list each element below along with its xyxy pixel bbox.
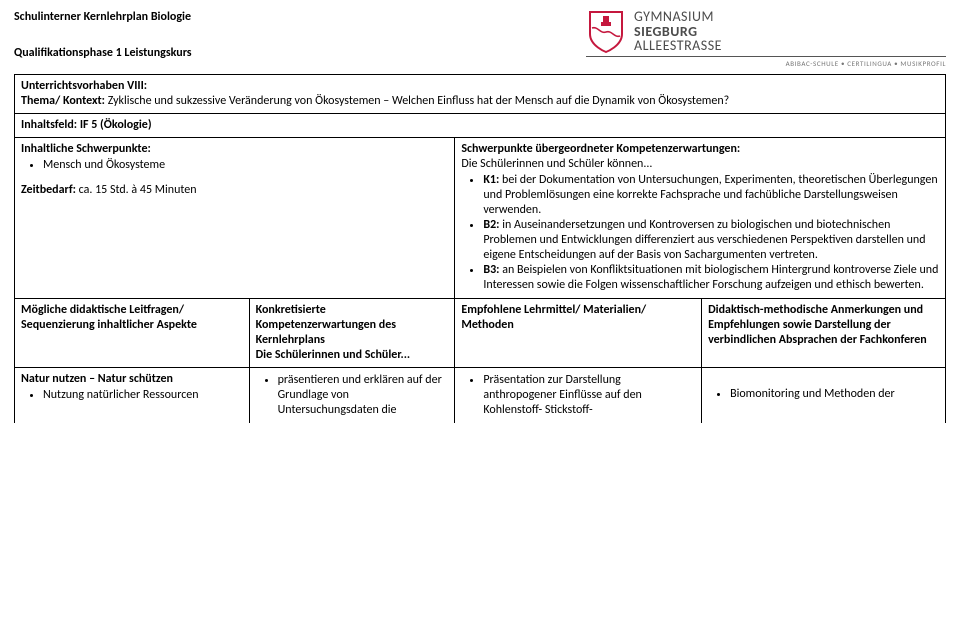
topic-context-label: Thema/ Kontext: bbox=[21, 94, 105, 108]
header-left: Schulinterner Kernlehrplan Biologie Qual… bbox=[14, 10, 192, 60]
topic-context-text: Zyklische und sukzessive Veränderung von… bbox=[105, 94, 729, 108]
time-value: ca. 15 Std. à 45 Minuten bbox=[76, 183, 197, 197]
cell-a1: Natur nutzen – Natur schützen Nutzung na… bbox=[15, 368, 250, 424]
header-col-b-l2: Die Schülerinnen und Schüler... bbox=[256, 348, 411, 362]
school-crest-icon bbox=[586, 10, 626, 54]
header-col-b-l1: Konkretisierte Kompetenzerwartungen des … bbox=[256, 303, 396, 347]
right-intro: Die Schülerinnen und Schüler können... bbox=[461, 157, 939, 172]
b3-text: an Beispielen von Konfliktsituationen mi… bbox=[483, 263, 938, 292]
list-item: Mensch und Ökosysteme bbox=[43, 158, 448, 173]
k1-text: bei der Dokumentation von Untersuchungen… bbox=[483, 173, 937, 217]
list-item: Nutzung natürlicher Ressourcen bbox=[43, 388, 243, 403]
row-content-1: Natur nutzen – Natur schützen Nutzung na… bbox=[15, 368, 946, 424]
right-heading: Schwerpunkte übergeordneter Kompetenzerw… bbox=[461, 142, 939, 157]
list-item: Präsentation zur Darstellung anthropogen… bbox=[483, 373, 695, 418]
inhaltsfeld-label: Inhaltsfeld: IF 5 (Ökologie) bbox=[21, 118, 152, 132]
b2-text: in Auseinandersetzungen und Kontroversen… bbox=[483, 218, 925, 262]
logo-divider bbox=[586, 56, 946, 57]
header-col-b: Konkretisierte Kompetenzerwartungen des … bbox=[249, 299, 455, 368]
header-col-a: Mögliche didaktische Leitfragen/ Sequenz… bbox=[15, 299, 250, 368]
list-item: B2: in Auseinandersetzungen und Kontrove… bbox=[483, 218, 939, 263]
header-col-c: Empfohlene Lehrmittel/ Materialien/ Meth… bbox=[455, 299, 702, 368]
cell-d1: Biomonitoring und Methoden der bbox=[702, 368, 946, 424]
list-item: Biomonitoring und Methoden der bbox=[730, 387, 939, 402]
cell-c1: Präsentation zur Darstellung anthropogen… bbox=[455, 368, 702, 424]
time-label: Zeitbedarf: bbox=[21, 183, 76, 197]
school-tagline: ABIBAC-SCHULE • CERTILINGUA • MUSIKPROFI… bbox=[586, 59, 946, 68]
topic-label: Unterrichtsvorhaben VIII: bbox=[21, 79, 939, 94]
b2-label: B2: bbox=[483, 218, 499, 232]
list-item: K1: bei der Dokumentation von Untersuchu… bbox=[483, 173, 939, 218]
page-header: Schulinterner Kernlehrplan Biologie Qual… bbox=[14, 10, 946, 68]
b1-bullets: präsentieren und erklären auf der Grundl… bbox=[256, 373, 449, 418]
doc-subtitle: Qualifikationsphase 1 Leistungskurs bbox=[14, 46, 192, 60]
cell-b1: präsentieren und erklären auf der Grundl… bbox=[249, 368, 455, 424]
left-focus-cell: Inhaltliche Schwerpunkte: Mensch und Öko… bbox=[15, 138, 455, 299]
c1-bullets: Präsentation zur Darstellung anthropogen… bbox=[461, 373, 695, 418]
competence-bullets: K1: bei der Dokumentation von Untersuchu… bbox=[461, 173, 939, 293]
a1-bullets: Nutzung natürlicher Ressourcen bbox=[21, 388, 243, 403]
k1-label: K1: bbox=[483, 173, 499, 187]
row-inhaltsfeld: Inhaltsfeld: IF 5 (Ökologie) bbox=[15, 114, 946, 138]
a1-heading: Natur nutzen – Natur schützen bbox=[21, 372, 243, 387]
school-line3: ALLEESTRASSE bbox=[634, 39, 722, 54]
list-item: präsentieren und erklären auf der Grundl… bbox=[278, 373, 449, 418]
school-logo-block: GYMNASIUM SIEGBURG ALLEESTRASSE ABIBAC-S… bbox=[586, 10, 946, 68]
school-name: GYMNASIUM SIEGBURG ALLEESTRASSE bbox=[634, 10, 722, 54]
left-heading: Inhaltliche Schwerpunkte: bbox=[21, 142, 448, 157]
row-focus: Inhaltliche Schwerpunkte: Mensch und Öko… bbox=[15, 138, 946, 299]
row-column-headers: Mögliche didaktische Leitfragen/ Sequenz… bbox=[15, 299, 946, 368]
doc-title: Schulinterner Kernlehrplan Biologie bbox=[14, 10, 192, 24]
curriculum-table: Unterrichtsvorhaben VIII: Thema/ Kontext… bbox=[14, 74, 946, 423]
header-col-d: Didaktisch-methodische Anmerkungen und E… bbox=[702, 299, 946, 368]
right-focus-cell: Schwerpunkte übergeordneter Kompetenzerw… bbox=[455, 138, 946, 299]
list-item: B3: an Beispielen von Konfliktsituatione… bbox=[483, 263, 939, 293]
b3-label: B3: bbox=[483, 263, 499, 277]
left-bullets: Mensch und Ökosysteme bbox=[21, 158, 448, 173]
row-topic: Unterrichtsvorhaben VIII: Thema/ Kontext… bbox=[15, 75, 946, 114]
d1-bullets: Biomonitoring und Methoden der bbox=[708, 387, 939, 402]
